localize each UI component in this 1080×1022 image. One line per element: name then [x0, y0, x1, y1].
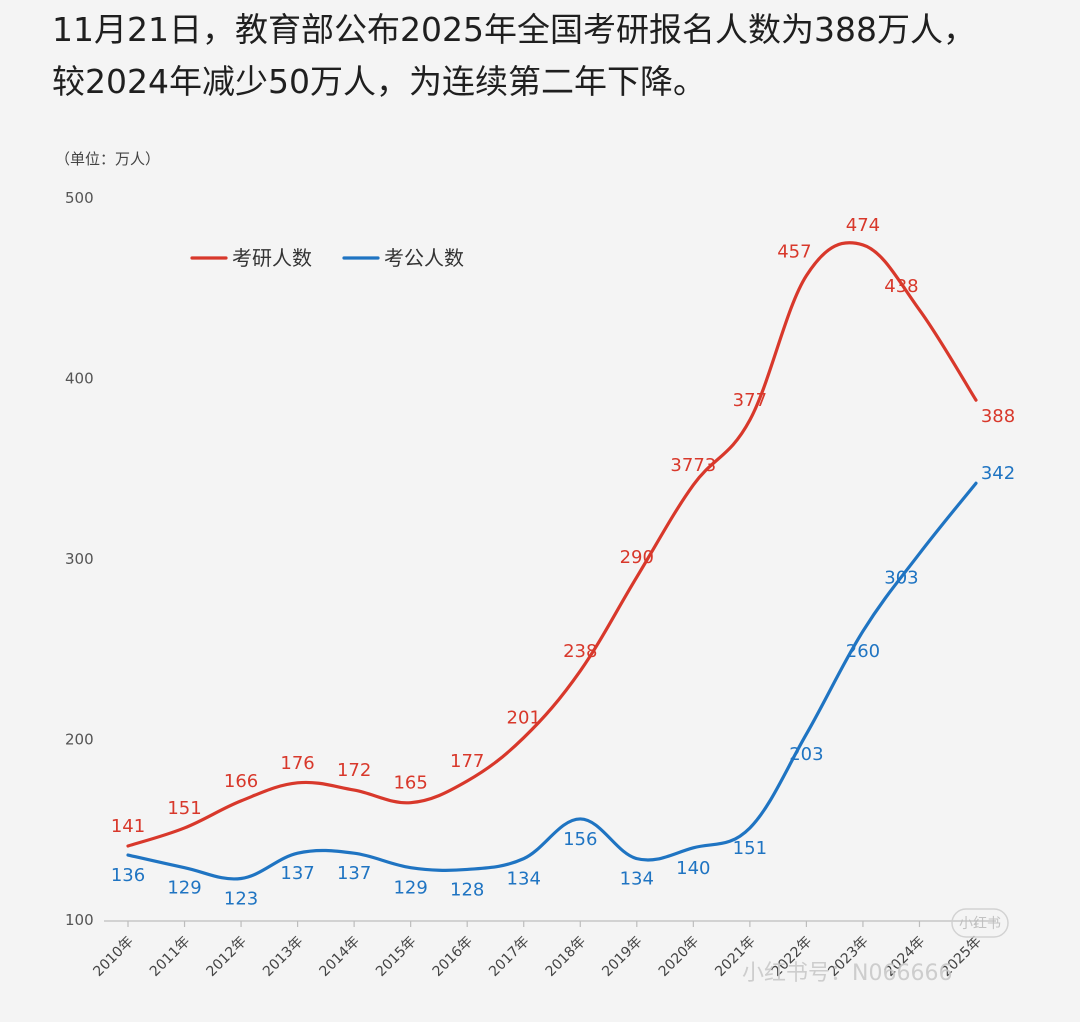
data-label: 123	[224, 888, 258, 909]
x-tick-label: 2017年	[486, 934, 532, 980]
legend-label-2: 考公人数	[384, 246, 464, 270]
data-label: 438	[884, 276, 918, 297]
x-tick-label: 2016年	[430, 934, 476, 980]
data-label: 134	[507, 869, 541, 890]
data-label: 457	[777, 242, 811, 263]
data-label: 474	[846, 215, 880, 236]
x-tick-label: 2010年	[90, 934, 136, 980]
y-tick-label: 400	[65, 370, 94, 388]
data-label: 151	[733, 838, 767, 859]
headline: 11月21日，教育部公布2025年全国考研报名人数为388万人， 较2024年减…	[52, 4, 1062, 108]
watermark: 小红书 小红书号：N066666	[742, 908, 1009, 986]
x-tick-label: 2015年	[373, 934, 419, 980]
data-label: 136	[111, 865, 145, 886]
data-label: 165	[393, 773, 427, 794]
y-tick-label: 200	[65, 731, 94, 749]
series-group	[126, 241, 978, 881]
data-label: 388	[981, 406, 1015, 427]
series-line-1	[126, 241, 978, 848]
watermark-text: 小红书号：N066666	[742, 961, 952, 986]
y-tick-label: 100	[65, 911, 94, 929]
legend: 考研人数 考公人数	[190, 246, 464, 270]
data-label: 166	[224, 771, 258, 792]
y-axis: 100 200 300 400 500	[65, 189, 94, 929]
data-label: 137	[280, 863, 314, 884]
x-tick-label: 2020年	[656, 934, 702, 980]
data-label: 342	[981, 463, 1015, 484]
data-label: 260	[846, 641, 880, 662]
x-tick-label: 2019年	[599, 934, 645, 980]
watermark-badge: 小红书	[959, 916, 1001, 932]
data-label: 156	[563, 829, 597, 850]
data-label: 129	[393, 878, 427, 899]
data-label: 3773	[670, 455, 716, 476]
data-label: 151	[167, 798, 201, 819]
y-tick-label: 500	[65, 189, 94, 207]
watermark-badge-box	[951, 908, 1009, 938]
data-labels: 141 151 166 176 172 165 177 201 238 290 3773 377 457…	[111, 215, 1015, 910]
data-label: 134	[620, 869, 654, 890]
data-label: 238	[563, 641, 597, 662]
x-tick-label: 2012年	[203, 934, 249, 980]
legend-label-1: 考研人数	[232, 246, 312, 270]
series-line-2	[126, 481, 978, 881]
data-label: 140	[676, 858, 710, 879]
data-label: 128	[450, 879, 484, 900]
data-label: 201	[507, 708, 541, 729]
x-tick-label: 2014年	[317, 934, 363, 980]
data-label: 177	[450, 751, 484, 772]
unit-label: （单位：万人）	[55, 150, 160, 168]
data-label: 129	[167, 878, 201, 899]
data-label: 172	[337, 760, 371, 781]
x-tick-label: 2018年	[543, 934, 589, 980]
data-label: 203	[789, 744, 823, 765]
data-label: 377	[733, 390, 767, 411]
data-label: 137	[337, 863, 371, 884]
data-label: 290	[620, 547, 654, 568]
headline-line-2: 较2024年减少50万人，为连续第二年下降。	[52, 62, 706, 101]
x-tick-label: 2011年	[147, 934, 193, 980]
data-label: 141	[111, 816, 145, 837]
headline-line-1: 11月21日，教育部公布2025年全国考研报名人数为388万人，	[52, 10, 976, 49]
data-label: 176	[280, 753, 314, 774]
data-label: 303	[884, 568, 918, 589]
x-tick-label: 2013年	[260, 934, 306, 980]
y-tick-label: 300	[65, 550, 94, 568]
